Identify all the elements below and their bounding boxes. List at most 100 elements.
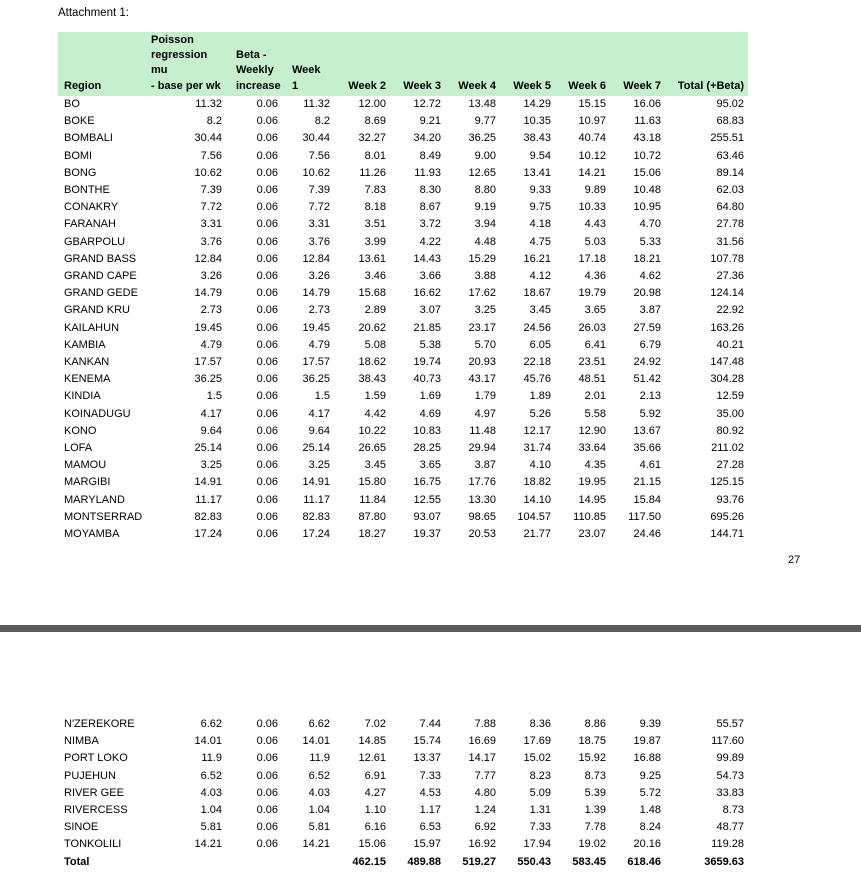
value-cell: 4.35 xyxy=(584,459,606,472)
region-cell: Total xyxy=(64,855,90,868)
region-cell: MARGIBI xyxy=(64,476,111,489)
value-cell: 3.31 xyxy=(308,218,330,231)
value-cell: 68.83 xyxy=(716,115,744,128)
value-cell: 10.83 xyxy=(413,424,441,437)
value-cell: 3.87 xyxy=(474,459,496,472)
value-cell: 16.62 xyxy=(413,287,441,300)
value-cell: 3.99 xyxy=(364,235,386,248)
value-cell: 110.85 xyxy=(573,510,606,523)
column-header: Week 1 xyxy=(292,64,321,92)
value-cell: 0.06 xyxy=(256,338,278,351)
value-cell: 9.64 xyxy=(308,424,330,437)
region-cell: SINOE xyxy=(64,821,99,834)
value-cell: 12.72 xyxy=(413,98,441,110)
value-cell: 63.46 xyxy=(716,149,744,162)
value-cell: 17.18 xyxy=(578,252,606,265)
value-cell: 7.56 xyxy=(200,149,222,162)
value-cell: 11.84 xyxy=(359,493,386,506)
value-cell: 0.06 xyxy=(256,821,278,834)
value-cell: 13.67 xyxy=(633,424,661,437)
value-cell: 31.74 xyxy=(523,442,551,455)
value-cell: 9.25 xyxy=(639,769,661,782)
value-cell: 0.06 xyxy=(256,252,278,265)
value-cell: 3.26 xyxy=(200,270,222,283)
value-cell: 11.17 xyxy=(195,493,222,506)
value-cell: 1.69 xyxy=(419,390,441,403)
value-cell: 19.87 xyxy=(633,735,661,748)
value-cell: 15.29 xyxy=(468,252,496,265)
value-cell: 695.26 xyxy=(710,510,744,523)
value-cell: 16.06 xyxy=(633,98,661,110)
value-cell: 14.01 xyxy=(194,735,222,748)
value-cell: 4.36 xyxy=(584,270,606,283)
value-cell: 7.72 xyxy=(200,201,222,214)
value-cell: 14.43 xyxy=(413,252,441,265)
region-cell: MARYLAND xyxy=(64,493,125,506)
value-cell: 462.15 xyxy=(352,855,386,868)
column-header: Poisson regression mu - base per wk xyxy=(151,33,221,92)
value-cell: 15.68 xyxy=(358,287,386,300)
region-cell: BO xyxy=(64,98,80,110)
value-cell: 20.62 xyxy=(358,321,386,334)
value-cell: 8.69 xyxy=(364,115,386,128)
value-cell: 3.65 xyxy=(419,459,441,472)
column-header: Week 3 xyxy=(403,79,441,92)
value-cell: 27.59 xyxy=(633,321,661,334)
value-cell: 4.42 xyxy=(364,407,386,420)
value-cell: 38.43 xyxy=(358,373,386,386)
column-header: Week 2 xyxy=(348,79,386,92)
table-row: KINDIA 1.5 0.06 1.5 1.59 1.69 1.79 1.89 2.01 2.13… xyxy=(58,388,748,405)
value-cell: 64.80 xyxy=(716,201,744,214)
value-cell: 1.31 xyxy=(529,804,551,817)
value-cell: 12.84 xyxy=(302,252,330,265)
value-cell: 0.06 xyxy=(256,752,278,765)
table-row: BOMI 7.56 0.06 7.56 8.01 8.49 9.00 9.54 10.12 10.… xyxy=(58,148,748,165)
value-cell: 2.73 xyxy=(308,304,330,317)
value-cell: 8.73 xyxy=(722,804,744,817)
value-cell: 18.21 xyxy=(633,252,661,265)
value-cell: 17.69 xyxy=(523,735,551,748)
value-cell: 13.48 xyxy=(468,98,496,110)
region-cell: KENEMA xyxy=(64,373,111,386)
table-row: PORT LOKO 11.9 0.06 11.9 12.61 13.37 14.17 15.0… xyxy=(58,750,748,767)
value-cell: 6.41 xyxy=(584,338,606,351)
value-cell: 51.42 xyxy=(633,373,661,386)
region-cell: TONKOLILI xyxy=(64,838,122,851)
value-cell: 550.43 xyxy=(517,855,551,868)
value-cell: 19.37 xyxy=(413,528,441,541)
value-cell: 2.73 xyxy=(200,304,222,317)
value-cell: 4.80 xyxy=(474,786,496,799)
value-cell: 4.03 xyxy=(308,786,330,799)
value-cell: 0.06 xyxy=(256,476,278,489)
value-cell: 6.79 xyxy=(639,338,661,351)
table-row: GRAND GEDE 14.79 0.06 14.79 15.68 16.62 17.62 1… xyxy=(58,285,748,302)
value-cell: 6.05 xyxy=(529,338,551,351)
table-row: KAMBIA 4.79 0.06 4.79 5.08 5.38 5.70 6.05 6.41 6.… xyxy=(58,337,748,354)
value-cell: 124.14 xyxy=(710,287,744,300)
value-cell: 5.72 xyxy=(639,786,661,799)
table-row: PUJEHUN 6.52 0.06 6.52 6.91 7.33 7.77 8.23 8.73 9… xyxy=(58,768,748,785)
value-cell: 7.83 xyxy=(364,184,386,197)
value-cell: 9.77 xyxy=(474,115,496,128)
value-cell: 55.57 xyxy=(716,718,744,730)
value-cell: 19.02 xyxy=(578,838,606,851)
value-cell: 4.62 xyxy=(639,270,661,283)
value-cell: 18.75 xyxy=(578,735,606,748)
value-cell: 1.48 xyxy=(639,804,661,817)
table-row: SINOE 5.81 0.06 5.81 6.16 6.53 6.92 7.33 7.78 8.2… xyxy=(58,819,748,836)
value-cell: 26.65 xyxy=(358,442,386,455)
value-cell: 9.39 xyxy=(639,718,661,730)
value-cell: 6.16 xyxy=(364,821,386,834)
page2-table: N'ZEREKORE 6.62 0.06 6.62 7.02 7.44 7.88 8.36 8.… xyxy=(58,716,748,871)
region-cell: BOKE xyxy=(64,115,95,128)
region-cell: PUJEHUN xyxy=(64,769,116,782)
value-cell: 10.97 xyxy=(578,115,606,128)
value-cell: 4.03 xyxy=(200,786,222,799)
value-cell: 22.92 xyxy=(716,304,744,317)
value-cell: 8.86 xyxy=(584,718,606,730)
value-cell: 21.15 xyxy=(633,476,661,489)
region-cell: FARANAH xyxy=(64,218,116,231)
value-cell: 10.48 xyxy=(633,184,661,197)
value-cell: 0.06 xyxy=(256,424,278,437)
value-cell: 1.10 xyxy=(364,804,386,817)
